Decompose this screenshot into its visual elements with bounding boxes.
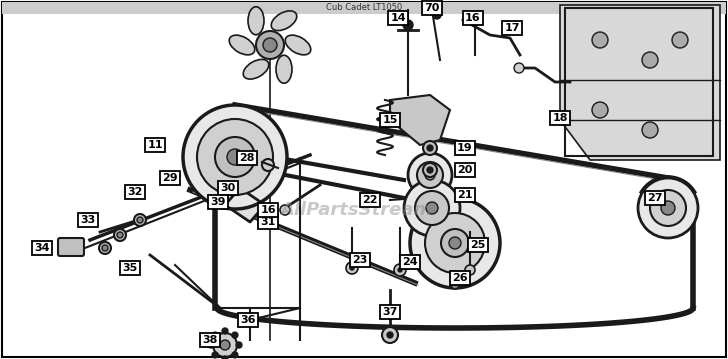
Ellipse shape xyxy=(229,35,255,55)
Circle shape xyxy=(426,202,438,214)
Circle shape xyxy=(451,281,459,289)
Text: 30: 30 xyxy=(221,183,236,193)
Circle shape xyxy=(227,149,243,165)
Text: 35: 35 xyxy=(122,263,138,273)
Circle shape xyxy=(404,180,460,236)
Text: 19: 19 xyxy=(457,143,472,153)
Text: 16: 16 xyxy=(465,13,480,23)
Circle shape xyxy=(638,178,698,238)
Text: 34: 34 xyxy=(34,243,50,253)
Circle shape xyxy=(398,268,402,272)
Circle shape xyxy=(213,333,237,357)
Text: 23: 23 xyxy=(352,255,368,265)
Text: 14: 14 xyxy=(390,13,405,23)
Text: 39: 39 xyxy=(210,197,226,207)
Polygon shape xyxy=(560,5,720,160)
Text: 26: 26 xyxy=(452,273,468,283)
Circle shape xyxy=(262,159,274,171)
Circle shape xyxy=(212,332,218,338)
Ellipse shape xyxy=(285,35,311,55)
Circle shape xyxy=(441,229,469,257)
Text: 17: 17 xyxy=(505,23,520,33)
Text: 25: 25 xyxy=(470,240,486,250)
Circle shape xyxy=(415,191,449,225)
Text: 33: 33 xyxy=(80,215,95,225)
Circle shape xyxy=(134,214,146,226)
Circle shape xyxy=(465,265,475,275)
Circle shape xyxy=(672,32,688,48)
Polygon shape xyxy=(225,188,265,222)
Circle shape xyxy=(197,119,273,195)
Circle shape xyxy=(423,163,437,177)
Circle shape xyxy=(350,266,354,270)
Text: 16: 16 xyxy=(260,205,276,215)
Ellipse shape xyxy=(272,11,297,31)
Text: 31: 31 xyxy=(261,217,276,227)
Ellipse shape xyxy=(276,55,292,83)
Circle shape xyxy=(410,198,500,288)
Text: 27: 27 xyxy=(647,193,662,203)
Circle shape xyxy=(592,32,608,48)
Circle shape xyxy=(99,242,111,254)
Circle shape xyxy=(102,245,108,251)
Circle shape xyxy=(236,342,242,348)
FancyBboxPatch shape xyxy=(58,238,84,256)
Circle shape xyxy=(222,356,228,359)
Circle shape xyxy=(642,52,658,68)
Circle shape xyxy=(382,327,398,343)
Text: 21: 21 xyxy=(457,190,472,200)
FancyBboxPatch shape xyxy=(2,2,726,14)
Text: 36: 36 xyxy=(240,315,256,325)
Circle shape xyxy=(471,18,479,26)
Circle shape xyxy=(417,162,443,188)
Circle shape xyxy=(387,332,393,338)
Circle shape xyxy=(592,102,608,118)
Circle shape xyxy=(408,153,452,197)
Ellipse shape xyxy=(248,7,264,35)
Circle shape xyxy=(183,105,287,209)
Text: 32: 32 xyxy=(127,187,143,197)
Text: 70: 70 xyxy=(424,3,440,13)
Circle shape xyxy=(263,38,277,52)
Circle shape xyxy=(208,342,214,348)
Circle shape xyxy=(346,262,358,274)
Circle shape xyxy=(661,201,675,215)
Text: AllPartsStream: AllPartsStream xyxy=(280,201,432,219)
Circle shape xyxy=(433,11,441,19)
Text: 11: 11 xyxy=(147,140,163,150)
Circle shape xyxy=(427,167,433,173)
Text: 22: 22 xyxy=(363,195,378,205)
Text: 29: 29 xyxy=(162,173,178,183)
Circle shape xyxy=(232,332,238,338)
Circle shape xyxy=(449,237,461,249)
Circle shape xyxy=(425,213,485,273)
Circle shape xyxy=(256,31,284,59)
Circle shape xyxy=(114,229,126,241)
Circle shape xyxy=(650,190,686,226)
Text: 20: 20 xyxy=(457,165,472,175)
Circle shape xyxy=(212,352,218,358)
Circle shape xyxy=(514,63,524,73)
Text: Cub Cadet LT1050: Cub Cadet LT1050 xyxy=(326,4,402,13)
Ellipse shape xyxy=(243,59,269,79)
Text: 37: 37 xyxy=(382,307,397,317)
Text: 18: 18 xyxy=(553,113,568,123)
Circle shape xyxy=(642,122,658,138)
Circle shape xyxy=(215,137,255,177)
Text: 28: 28 xyxy=(240,153,255,163)
Circle shape xyxy=(423,141,437,155)
Circle shape xyxy=(117,232,123,238)
Text: 24: 24 xyxy=(402,257,418,267)
Circle shape xyxy=(222,328,228,334)
Circle shape xyxy=(394,264,406,276)
Circle shape xyxy=(232,352,238,358)
Circle shape xyxy=(137,217,143,223)
Text: 15: 15 xyxy=(382,115,397,125)
Circle shape xyxy=(220,340,230,350)
Circle shape xyxy=(280,205,290,215)
Text: 38: 38 xyxy=(202,335,218,345)
Circle shape xyxy=(427,145,433,151)
Polygon shape xyxy=(390,95,450,145)
Circle shape xyxy=(425,170,435,180)
